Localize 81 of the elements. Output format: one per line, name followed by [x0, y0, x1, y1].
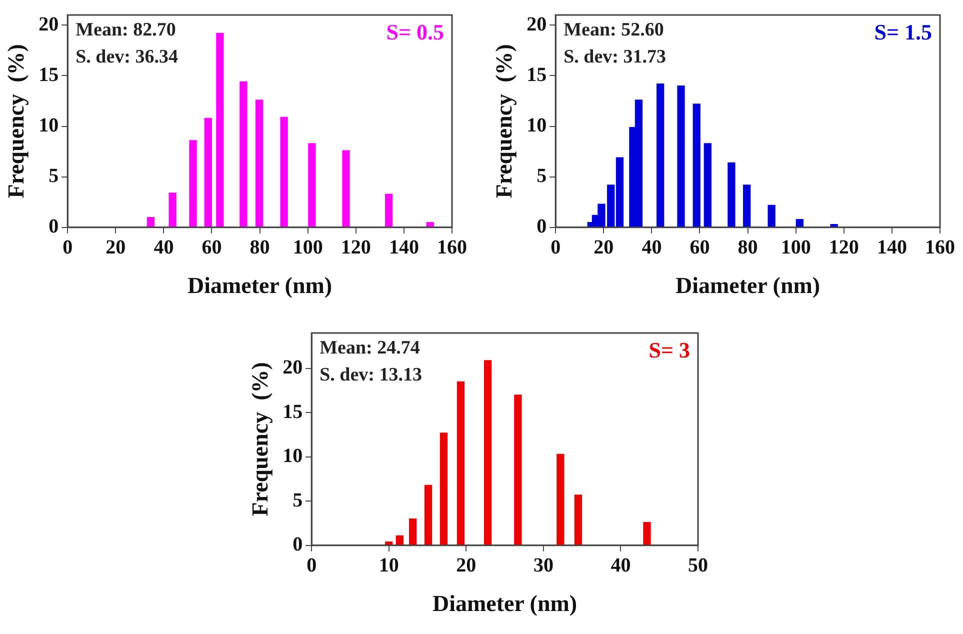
- text: S= 3: [648, 338, 690, 363]
- bar: [168, 192, 176, 228]
- y-axis-title: Frequency (%): [248, 362, 273, 516]
- bar: [556, 454, 564, 546]
- x-tick-label: 60: [690, 236, 710, 259]
- x-tick-label: 20: [456, 554, 476, 577]
- bar: [692, 104, 700, 228]
- annotation: Mean: 82.70: [76, 19, 176, 40]
- bar: [204, 118, 212, 228]
- bar: [574, 494, 582, 546]
- y-axis-title: Frequency (%): [492, 44, 517, 198]
- x-tick-label: 160: [437, 236, 467, 259]
- x-tick-label: 100: [292, 236, 323, 259]
- annotation: S. dev: 31.73: [564, 46, 666, 68]
- bar: [643, 522, 651, 546]
- bar: [384, 194, 393, 228]
- text: S= 1.5: [874, 20, 932, 45]
- x-tick-label: 30: [533, 554, 554, 577]
- annotation: Mean: 52.60: [564, 19, 664, 40]
- x-tick-label: 160: [925, 236, 955, 259]
- bar: [240, 81, 248, 228]
- x-tick-label: 40: [610, 554, 631, 577]
- bar: [440, 432, 448, 546]
- x-tick-label: 140: [876, 236, 907, 259]
- x-tick-label: 40: [154, 236, 174, 259]
- x-tick-label: 80: [738, 236, 758, 259]
- y-tick-label: 15: [38, 64, 59, 86]
- bar: [743, 184, 751, 228]
- x-tick-label: 0: [550, 236, 561, 259]
- y-tick-label: 10: [38, 114, 59, 136]
- y-tick-label: 10: [526, 114, 547, 136]
- bar: [216, 32, 224, 228]
- x-tick-label: 0: [306, 554, 317, 577]
- y-tick-label: 0: [48, 216, 59, 238]
- y-tick-label: 15: [282, 400, 303, 423]
- x-tick-label: 140: [388, 236, 419, 259]
- bar: [704, 143, 712, 228]
- bar: [308, 143, 316, 228]
- bar: [409, 518, 417, 546]
- bar: [280, 116, 288, 228]
- bar: [146, 216, 155, 228]
- y-tick-label: 5: [292, 489, 303, 512]
- y-tick-label: 5: [48, 165, 59, 187]
- bar: [255, 100, 264, 228]
- x-tick-label: 80: [250, 236, 270, 259]
- annotation: Mean: 24.74: [320, 337, 420, 358]
- x-tick-label: 120: [340, 236, 371, 259]
- y-tick-label: 20: [526, 13, 547, 36]
- x-tick-label: 20: [594, 236, 614, 259]
- y-tick-label: 20: [282, 356, 303, 379]
- bar: [342, 150, 350, 228]
- y-tick-label: 10: [282, 445, 303, 468]
- bar: [728, 162, 736, 228]
- x-axis-title: Diameter (nm): [676, 273, 820, 298]
- x-tick-label: 40: [642, 236, 662, 259]
- bar: [189, 140, 197, 228]
- y-tick-label: 0: [292, 534, 303, 556]
- bar: [484, 360, 492, 546]
- x-tick-label: 50: [688, 554, 708, 577]
- y-tick-label: 0: [536, 216, 547, 238]
- bar: [514, 394, 522, 546]
- y-tick-label: 15: [526, 64, 547, 86]
- x-tick-label: 20: [106, 236, 126, 259]
- y-tick-label: 5: [536, 165, 547, 187]
- text: S= 0.5: [386, 20, 444, 45]
- x-tick-label: 100: [780, 236, 811, 259]
- bar: [768, 204, 776, 228]
- bar: [656, 83, 664, 228]
- annotation: S. dev: 36.34: [76, 46, 178, 68]
- bar: [677, 85, 685, 228]
- x-axis-title: Diameter (nm): [432, 591, 578, 616]
- bar: [424, 484, 432, 546]
- y-axis-title: Frequency (%): [4, 44, 29, 198]
- y-tick-label: 20: [38, 13, 59, 36]
- x-tick-label: 120: [828, 236, 859, 259]
- x-axis-title: Diameter (nm): [188, 273, 332, 298]
- x-tick-label: 60: [202, 236, 222, 259]
- annotation: S. dev: 13.13: [320, 364, 422, 386]
- bar: [456, 381, 465, 546]
- x-tick-label: 10: [378, 554, 399, 577]
- x-tick-label: 0: [62, 236, 73, 259]
